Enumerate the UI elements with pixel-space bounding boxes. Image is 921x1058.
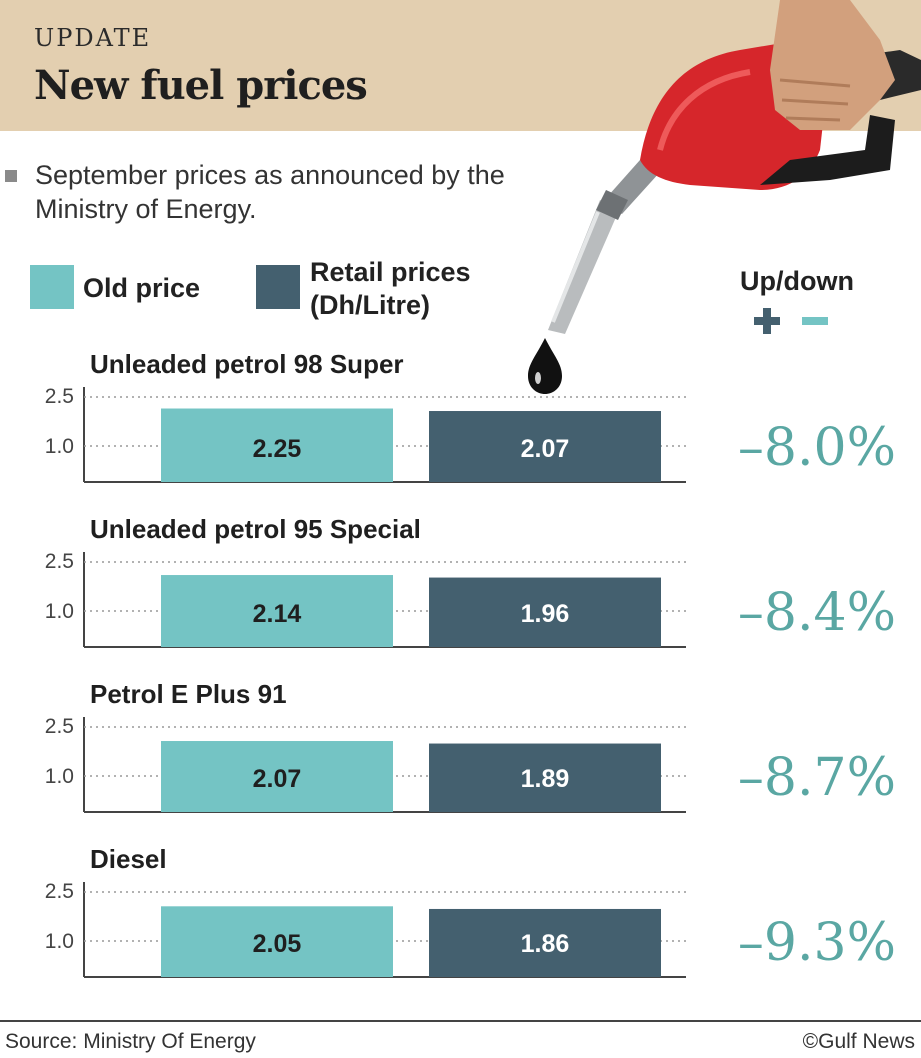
y-tick-label: 2.5 — [45, 880, 74, 903]
subtitle: September prices as announced by the Min… — [35, 160, 505, 224]
footer-rule — [0, 1020, 921, 1022]
bar-retail-price — [429, 411, 661, 482]
legend-label-old: Old price — [83, 273, 201, 303]
legend-label-retail-2: (Dh/Litre) — [310, 290, 430, 320]
fuel-nozzle-icon — [528, 0, 921, 394]
y-tick-label: 1.0 — [45, 765, 74, 788]
y-tick-label: 1.0 — [45, 435, 74, 458]
bar-label-old: 2.14 — [253, 600, 302, 628]
bullet-marker — [5, 170, 17, 182]
y-tick-label: 2.5 — [45, 715, 74, 738]
bar-retail-price — [429, 577, 661, 647]
y-tick-label: 2.5 — [45, 385, 74, 408]
change-percent: –8.7% — [738, 748, 896, 808]
bar-label-retail: 1.96 — [521, 600, 570, 628]
legend-swatch-old — [30, 265, 74, 309]
bar-old-price — [161, 906, 393, 977]
legend-swatch-retail — [256, 265, 300, 309]
bar-retail-price — [429, 908, 661, 977]
minus-icon — [802, 317, 828, 325]
plus-icon — [754, 308, 780, 334]
panel-title: Unleaded petrol 98 Super — [90, 349, 404, 379]
source-note: Source: Ministry Of Energy — [5, 1030, 256, 1053]
change-percent: –8.0% — [738, 418, 896, 478]
bar-label-retail: 1.89 — [521, 765, 570, 793]
bar-label-retail: 1.86 — [521, 930, 570, 958]
bar-label-old: 2.25 — [253, 435, 302, 463]
kicker: UPDATE — [34, 24, 152, 52]
bar-retail-price — [429, 743, 661, 812]
bar-label-old: 2.07 — [253, 765, 302, 793]
updown-label: Up/down — [740, 266, 854, 296]
legend-label-retail-1: Retail prices — [310, 257, 471, 287]
y-tick-label: 2.5 — [45, 550, 74, 573]
panel-title: Unleaded petrol 95 Special — [90, 514, 421, 544]
bar-old-price — [161, 741, 393, 812]
bar-label-retail: 2.07 — [521, 435, 570, 463]
page-title: New fuel prices — [34, 62, 368, 109]
bar-old-price — [161, 408, 393, 482]
y-tick-label: 1.0 — [45, 930, 74, 953]
change-percent: –9.3% — [738, 913, 896, 973]
change-percent: –8.4% — [738, 583, 896, 643]
fuel-price-charts: Unleaded petrol 98 Super 2.5 1.0 2.25 2.07 –8… — [45, 349, 896, 978]
credit: ©Gulf News — [802, 1030, 915, 1053]
y-tick-label: 1.0 — [45, 600, 74, 623]
panel-title: Diesel — [90, 844, 167, 874]
panel-title: Petrol E Plus 91 — [90, 679, 287, 709]
bar-old-price — [161, 575, 393, 647]
bar-label-old: 2.05 — [253, 930, 302, 958]
